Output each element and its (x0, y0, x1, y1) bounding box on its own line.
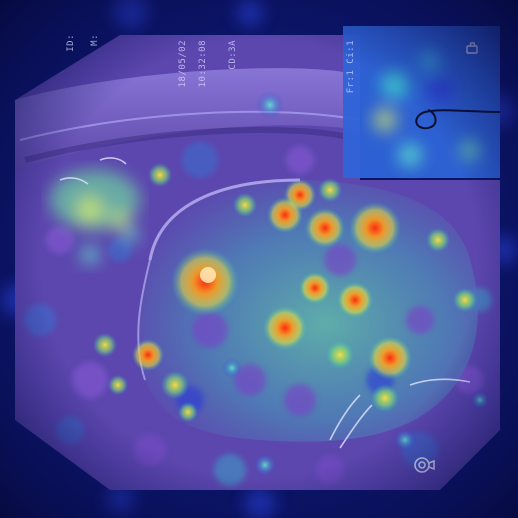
osd-code: CD:3A (228, 40, 238, 70)
osd-age: M: (90, 34, 100, 46)
osd-time: 10:32:08 (198, 40, 208, 88)
osd-date: 18/05/02 (178, 40, 188, 88)
inset-label: Fr:1 Ci:1 (346, 40, 356, 94)
osd-id: ID: (66, 34, 76, 52)
